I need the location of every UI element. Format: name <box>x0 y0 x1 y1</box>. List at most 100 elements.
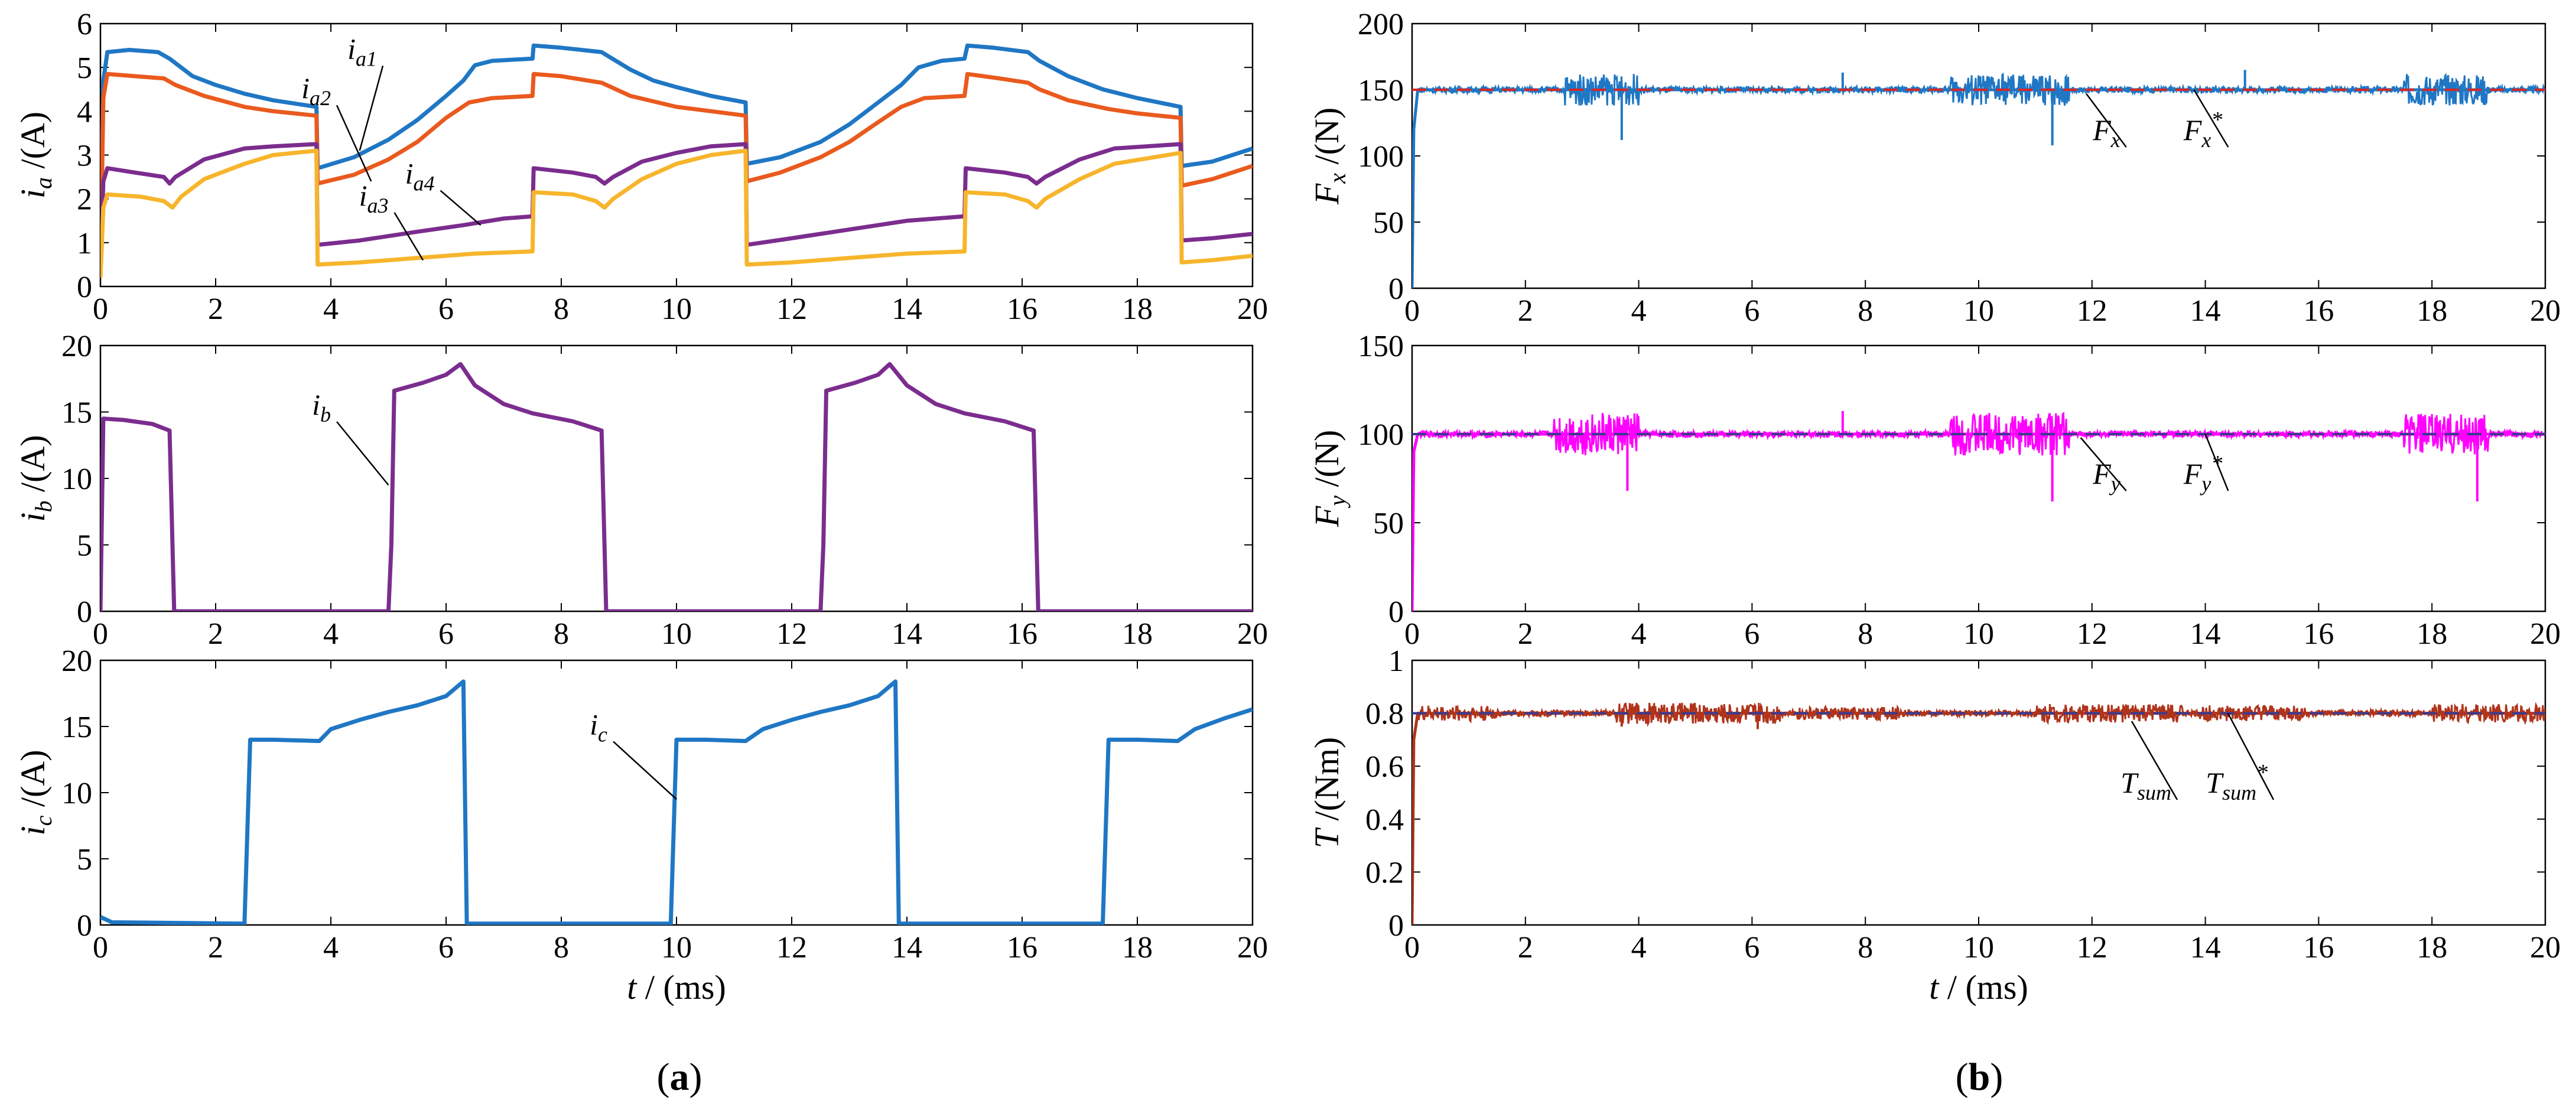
y-tick-label: 15 <box>61 396 92 430</box>
series-ia2 <box>100 71 1253 273</box>
annotation-symbol: T <box>2206 766 2224 799</box>
x-tick-label: 14 <box>2190 294 2221 328</box>
annotation-subscript: x <box>2110 128 2120 152</box>
annotation-symbol: i <box>590 708 598 741</box>
annotation-label: ia1 <box>347 32 377 70</box>
y-tick-label: 0 <box>1388 909 1404 943</box>
x-tick-label: 10 <box>1963 931 1994 965</box>
x-tick-label: 4 <box>323 292 339 326</box>
annotation-label: ic <box>590 708 607 746</box>
annotation-leader <box>2086 93 2127 148</box>
series-Fy-ripple <box>1418 411 2545 456</box>
plot-area <box>1412 70 2545 288</box>
x-tick-label: 0 <box>1404 617 1420 651</box>
y-tick-label: 20 <box>61 644 92 678</box>
y-label-unit: /(Nm) <box>1307 737 1346 829</box>
x-tick-label: 20 <box>1237 292 1268 326</box>
annotation-symbol: F <box>2092 457 2111 490</box>
x-label-symbol: t <box>1929 968 1940 1006</box>
x-tick-label: 4 <box>323 931 339 965</box>
x-tick-label: 14 <box>2190 617 2221 651</box>
paren: ( <box>657 1055 670 1099</box>
y-label-subscript: a <box>30 177 57 189</box>
annotation-label: ia4 <box>405 157 435 196</box>
y-tick-label: 0 <box>1388 595 1404 629</box>
x-tick-label: 0 <box>93 931 108 965</box>
paren: ) <box>1990 1055 2003 1099</box>
y-label-subscript: y <box>1324 496 1351 509</box>
x-tick-label: 20 <box>2530 617 2561 651</box>
x-tick-label: 6 <box>1744 294 1759 328</box>
y-tick-label: 0.8 <box>1365 698 1404 731</box>
x-tick-label: 0 <box>1404 931 1420 965</box>
annotation-subscript: b <box>320 403 331 426</box>
y-tick-label: 0.6 <box>1365 750 1404 784</box>
x-tick-label: 16 <box>2303 294 2334 328</box>
x-tick-label: 10 <box>1963 294 1994 328</box>
annotation-label: ia2 <box>301 71 331 110</box>
annotation-leader <box>359 66 384 151</box>
x-tick-label: 18 <box>1122 931 1153 965</box>
x-tick-label: 0 <box>1404 294 1420 328</box>
y-tick-label: 5 <box>77 51 92 85</box>
annotation-subscript: sum <box>2137 781 2171 804</box>
panel-label-a: (a) <box>657 1055 702 1099</box>
annotation-leader <box>336 105 372 182</box>
x-tick-label: 6 <box>438 931 454 965</box>
series-Fx <box>1412 88 2545 288</box>
x-tick-label: 10 <box>661 931 692 965</box>
annotation-label: Tsum* <box>2206 760 2268 804</box>
y-label-symbol: T <box>1307 827 1346 848</box>
y-tick-label: 10 <box>61 777 92 810</box>
annotation-leader <box>2204 434 2229 491</box>
x-tick-label: 10 <box>1963 617 1994 651</box>
y-label-symbol: F <box>1307 183 1346 205</box>
y-tick-label: 0.2 <box>1365 856 1404 890</box>
series-ic <box>100 679 1253 925</box>
x-tick-label: 4 <box>1631 294 1647 328</box>
x-tick-label: 18 <box>2416 931 2447 965</box>
y-tick-label: 1 <box>77 227 92 260</box>
y-label-subscript: b <box>30 501 57 513</box>
paren: ) <box>689 1055 702 1099</box>
annotation-leader <box>440 190 482 226</box>
annotation-star: * <box>2211 107 2222 132</box>
series-Fy <box>1412 432 2545 611</box>
x-tick-label: 4 <box>323 617 339 651</box>
plot-area <box>100 43 1253 278</box>
annotation-symbol: F <box>2183 113 2202 146</box>
annotation-symbol: i <box>347 32 356 65</box>
annotation-symbol: i <box>301 71 310 105</box>
y-label-symbol: i <box>14 826 52 835</box>
annotation-symbol: i <box>359 179 367 212</box>
x-tick-label: 2 <box>1518 931 1533 965</box>
y-axis-label: ib /(A) <box>14 435 57 522</box>
axes-frame <box>1411 344 2546 612</box>
y-axis-label: ia /(A) <box>14 112 57 198</box>
annotation-label: Fy <box>2092 457 2120 496</box>
y-tick-label: 150 <box>1358 74 1404 107</box>
axes-frame <box>99 344 1254 612</box>
y-tick-label: 100 <box>1358 418 1404 452</box>
x-tick-label: 18 <box>2416 294 2447 328</box>
y-label-symbol: i <box>14 513 52 522</box>
x-tick-label: 14 <box>2190 931 2221 965</box>
annotation-label: ib <box>312 388 331 426</box>
x-tick-label: 18 <box>1122 617 1153 651</box>
x-tick-label: 16 <box>1007 931 1037 965</box>
annotation-leader <box>336 421 389 486</box>
paren: ( <box>1956 1055 1969 1099</box>
y-tick-label: 0 <box>1388 272 1404 306</box>
panel-label-b: (b) <box>1956 1055 2003 1099</box>
x-tick-label: 16 <box>2303 931 2334 965</box>
x-tick-label: 8 <box>1858 294 1873 328</box>
y-tick-label: 4 <box>77 95 92 129</box>
x-tick-label: 12 <box>776 617 807 651</box>
x-tick-label: 8 <box>1858 931 1873 965</box>
annotation-subscript: a1 <box>356 47 377 70</box>
annotation-leader <box>613 741 677 800</box>
annotation-label: ia3 <box>359 179 389 217</box>
